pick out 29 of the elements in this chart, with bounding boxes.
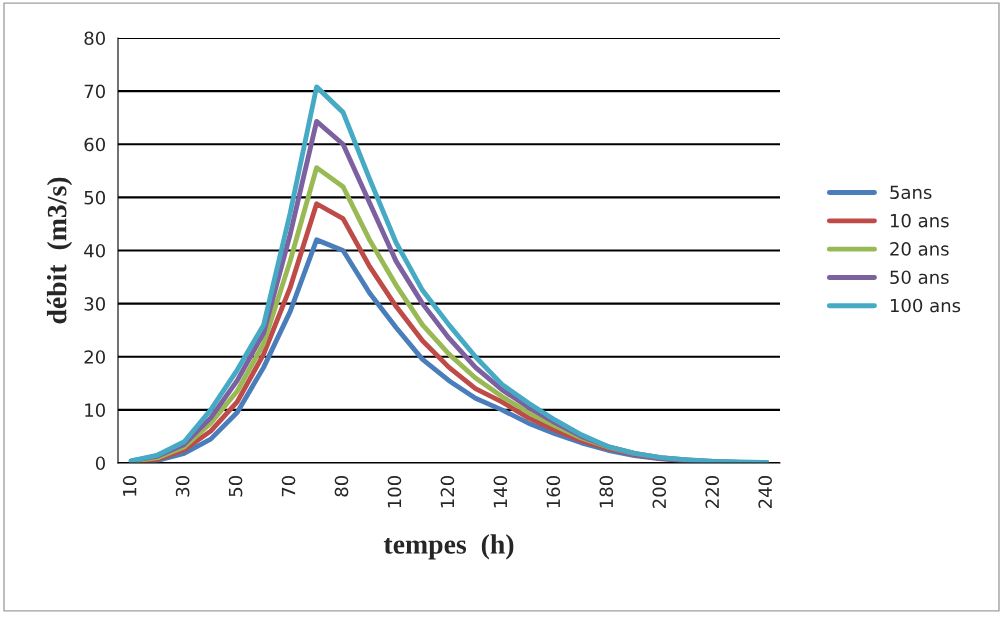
y-tick-label: 20 [84,350,105,364]
x-tick-label: 180 [599,476,614,508]
legend-label: 100 ans [890,298,961,313]
y-tick-label: 80 [84,31,105,46]
x-tick-label: 100 [387,476,402,508]
x-tick-label: 200 [652,476,667,508]
y-tick-label: 60 [84,137,105,152]
y-tick-label: 30 [84,297,105,311]
x-tick-label: 70 [281,476,296,497]
x-tick-label: 10 [122,476,137,496]
legend-label: 50 ans [890,270,949,285]
legend-label: 5ans [890,185,932,200]
x-tick-label: 220 [705,476,720,508]
x-tick-label: 140 [493,476,508,508]
y-tick-label: 70 [84,84,105,99]
legend-label: 20 ans [890,242,949,256]
x-tick-label: 50 [228,476,243,497]
y-tick-label: 50 [84,190,105,205]
legend-label: 10 ans [890,213,949,228]
x-tick-label: 120 [440,476,455,508]
y-axis-title: débit (m3/s) [46,177,73,324]
x-tick-label: 80 [334,476,349,497]
y-tick-label: 0 [95,456,105,471]
x-tick-label: 240 [758,476,772,508]
x-tick-label: 160 [546,476,561,508]
x-tick-label: 30 [175,476,190,497]
y-tick-label: 40 [84,243,105,258]
x-axis-title: tempes (h) [383,534,514,560]
y-tick-label: 10 [85,403,105,417]
